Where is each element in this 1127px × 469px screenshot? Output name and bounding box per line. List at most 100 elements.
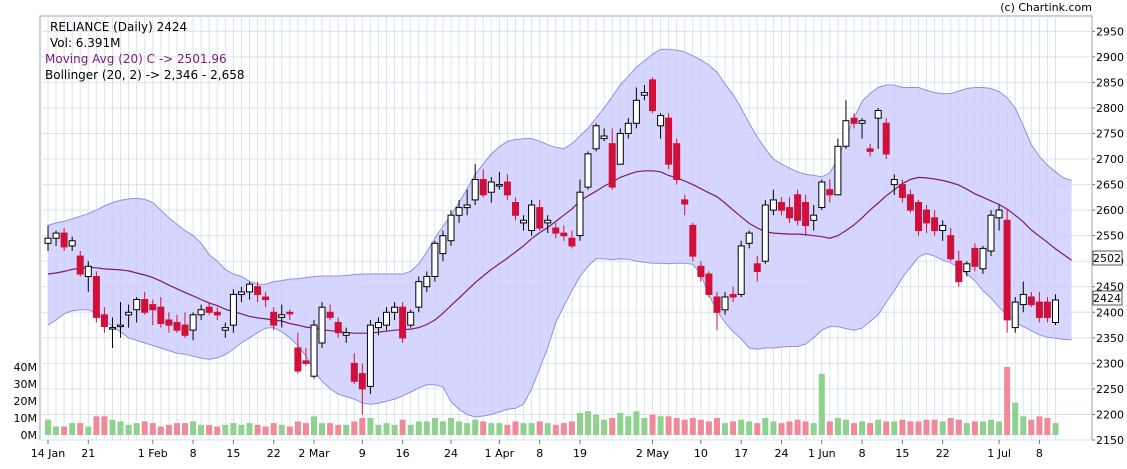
volume-bar — [754, 423, 761, 435]
candle-up — [761, 204, 769, 262]
candle-up — [632, 99, 640, 124]
date-tick-label: 9 — [359, 447, 366, 460]
volume-bar — [93, 416, 100, 435]
candle-up — [246, 283, 253, 293]
chart-legend: RELIANCE (Daily) 2424 Vol: 6.391M Moving… — [45, 20, 245, 82]
volume-bar — [431, 418, 438, 435]
volume-bar — [1052, 423, 1059, 435]
volume-bar — [407, 424, 414, 435]
volume-bar — [504, 424, 511, 435]
candle-down — [649, 79, 656, 112]
volume-bar — [665, 416, 672, 435]
bollinger-readout: Bollinger (20, 2) -> 2,346 - 2,658 — [45, 68, 245, 82]
volume-bar — [1028, 419, 1035, 435]
volume-bar — [544, 423, 551, 435]
volume-bar — [383, 423, 390, 435]
candle-up — [858, 120, 866, 124]
candle-up — [44, 237, 52, 244]
candle-up — [431, 242, 439, 278]
candle-down — [157, 306, 165, 325]
candle-up — [520, 219, 527, 224]
candle-up — [495, 184, 503, 187]
volume-bar — [278, 424, 285, 435]
candle-down — [729, 293, 737, 298]
last-price-tag: 2424 — [1093, 292, 1121, 305]
candle-down — [302, 360, 310, 364]
candle-down — [689, 224, 697, 257]
date-tick-label: 24 — [775, 447, 789, 460]
volume-bar — [472, 419, 479, 435]
candle-down — [254, 286, 262, 295]
candle-up — [383, 311, 390, 326]
volume-bar — [689, 418, 696, 435]
candle-up — [995, 209, 1003, 219]
volume-bars — [45, 367, 1059, 435]
candle-up — [544, 219, 552, 224]
price-tick-label: 2900 — [1096, 51, 1124, 64]
volume-bar — [214, 426, 221, 435]
bollinger-band-area — [48, 49, 1072, 417]
candle-up — [463, 204, 471, 209]
candle-up — [624, 122, 632, 135]
candle-down — [149, 304, 157, 311]
date-tick-label: 1 Apr — [485, 447, 515, 460]
candle-down — [205, 306, 213, 313]
bollinger-bands — [47, 48, 1072, 418]
candle-down — [76, 255, 84, 275]
volume-bar — [141, 421, 148, 435]
candle-up — [366, 324, 374, 387]
candle-down — [1043, 301, 1051, 318]
candle-up — [471, 179, 479, 201]
volume-bar — [593, 414, 600, 435]
volume-bar — [512, 421, 519, 435]
volume-bar — [1020, 416, 1027, 435]
volume-bar — [867, 423, 874, 435]
volume-bar — [125, 424, 132, 435]
candle-down — [536, 207, 544, 229]
candle-down — [882, 122, 890, 155]
candle-down — [165, 319, 173, 326]
date-tick-label: 8 — [859, 447, 866, 460]
volume-bar — [778, 423, 785, 435]
volume-bar — [1036, 416, 1043, 435]
volume-bar — [988, 419, 994, 435]
volume-bar — [109, 419, 116, 435]
candle-up — [229, 293, 237, 326]
candle-down — [173, 322, 181, 331]
candle-down — [286, 311, 294, 315]
candle-up — [616, 133, 624, 165]
volume-bar — [423, 421, 430, 435]
volume-bar — [496, 423, 503, 435]
date-tick-label: 22 — [936, 447, 950, 460]
volume-bar — [577, 412, 583, 435]
candle-up — [842, 120, 850, 147]
volume-bar — [85, 426, 92, 435]
volume-bar — [311, 416, 317, 435]
candle-down — [358, 373, 366, 390]
candle-up — [600, 135, 608, 140]
volume-bar — [802, 421, 809, 435]
candle-down — [262, 296, 270, 301]
price-tick-label: 2850 — [1096, 76, 1124, 89]
volume-bar — [294, 421, 301, 435]
price-tick-label: 2550 — [1096, 230, 1124, 243]
volume-bar — [826, 421, 833, 435]
candle-down — [560, 232, 568, 237]
candle-up — [455, 207, 463, 216]
volume-bar — [45, 419, 51, 435]
candle-down — [479, 179, 487, 196]
candle-down — [270, 311, 278, 326]
price-tick-label: 2700 — [1096, 153, 1124, 166]
candle-up — [818, 181, 826, 208]
date-tick-label: 19 — [573, 447, 587, 460]
volume-bar — [77, 423, 84, 435]
date-tick-label: 1 Jun — [808, 447, 836, 460]
date-axis: 14 Jan 21 1 Feb 8 15 22 2 Mar 9 16 24 1 Apr 8 19 2 Ma… — [31, 440, 1043, 460]
last-price-tag-box — [1092, 290, 1123, 306]
volume-bar — [343, 424, 350, 435]
candle-up — [52, 232, 60, 239]
volume-bar — [996, 421, 1003, 435]
candle-up — [133, 299, 141, 311]
